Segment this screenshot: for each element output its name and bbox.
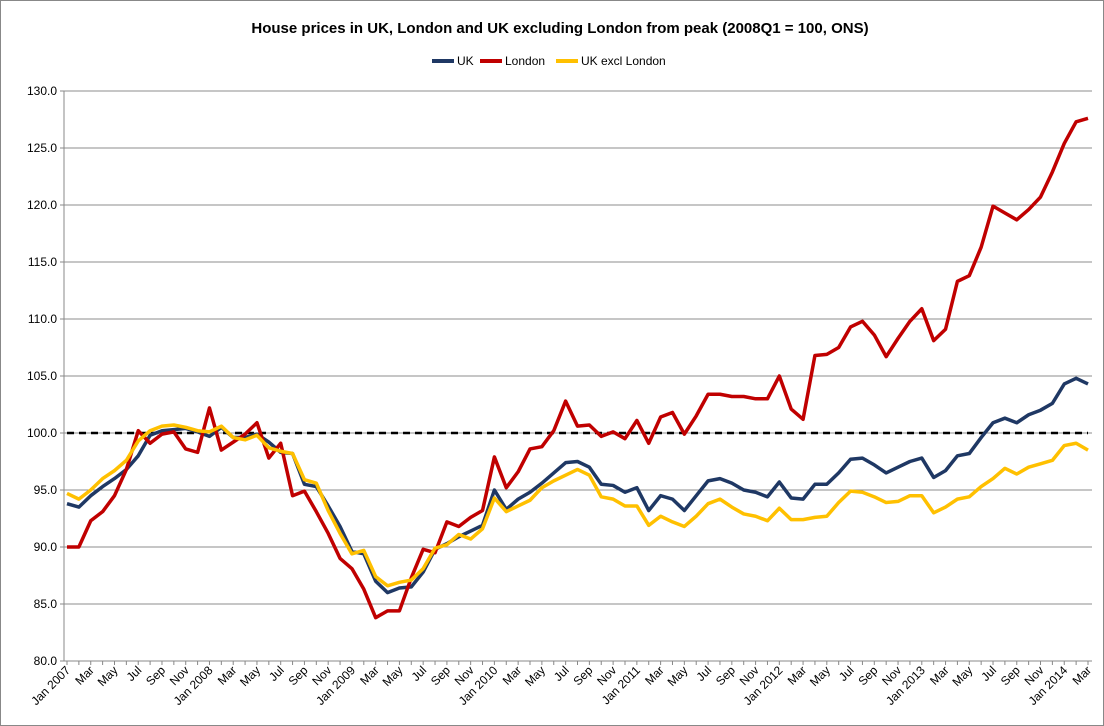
y-tick-label: 115.0	[28, 255, 57, 269]
legend-label: UK excl London	[581, 54, 666, 68]
y-tick-label: 105.0	[27, 369, 57, 383]
y-tick-label: 110.0	[28, 312, 57, 326]
legend-label: UK	[457, 54, 474, 68]
data-line	[66, 423, 1089, 588]
y-tick-label: 120.0	[27, 198, 57, 212]
y-tick-label: 125.0	[27, 141, 57, 155]
legend-label: London	[505, 54, 545, 68]
y-tick-label: 100.0	[27, 426, 57, 440]
y-tick-label: 80.0	[34, 654, 58, 668]
chart-title: House prices in UK, London and UK exclud…	[251, 20, 868, 37]
y-tick-label: 95.0	[34, 483, 58, 497]
y-tick-label: 85.0	[34, 597, 58, 611]
y-tick-label: 130.0	[27, 84, 57, 98]
y-tick-label: 90.0	[34, 540, 58, 554]
